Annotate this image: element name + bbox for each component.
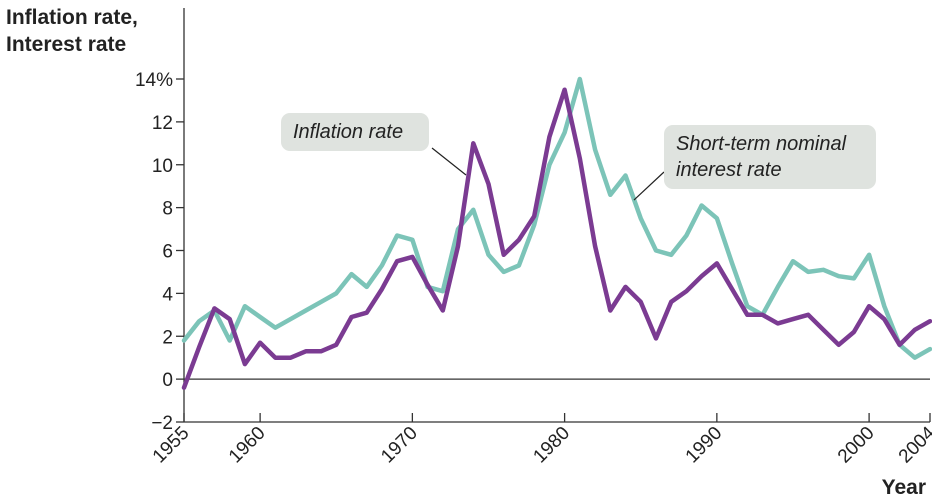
interest-callout-line-2: interest rate (676, 159, 782, 181)
series-layer (181, 76, 932, 390)
x-tick-label: 1990 (682, 423, 727, 468)
inflation-callout-pointer (431, 147, 467, 176)
x-tick-label: 1960 (225, 423, 270, 468)
interest-rate-line (181, 76, 932, 360)
interest-rate-callout: Short-term nominal interest rate (664, 125, 876, 189)
x-tick-label: 2004 (895, 422, 932, 467)
interest-callout-line-1: Short-term nominal (676, 133, 847, 155)
x-tick-label: 1980 (529, 423, 574, 468)
y-tick-label: 6 (162, 242, 173, 263)
inflation-rate-callout: Inflation rate (281, 113, 429, 151)
y-tick-label: −2 (151, 413, 173, 434)
x-tick-label: 2000 (834, 423, 879, 468)
y-tick-label: 2 (162, 327, 173, 348)
interest-callout-pointer (633, 171, 665, 201)
y-tick-label: 8 (162, 199, 173, 220)
callout-pointers (431, 147, 665, 201)
y-tick-label: 0 (162, 370, 173, 391)
y-tick-label: 12 (152, 113, 173, 134)
y-tick-label: 10 (152, 156, 173, 177)
inflation-rate-line (181, 87, 932, 390)
y-axis-title: Inflation rate, Interest rate (6, 6, 138, 56)
x-tick-label: 1970 (377, 423, 422, 468)
y-tick-label: 14% (135, 70, 173, 91)
x-axis-title: Year (881, 476, 926, 499)
y-tick-label: 4 (162, 284, 173, 305)
